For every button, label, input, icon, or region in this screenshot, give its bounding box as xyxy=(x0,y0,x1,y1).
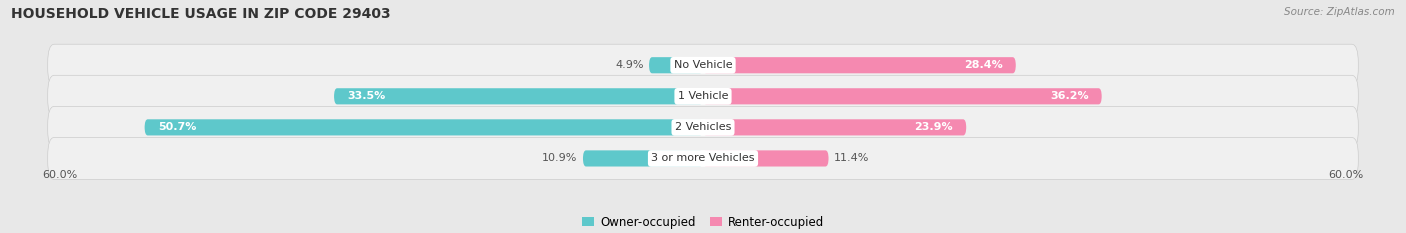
Text: Source: ZipAtlas.com: Source: ZipAtlas.com xyxy=(1284,7,1395,17)
Text: 1 Vehicle: 1 Vehicle xyxy=(678,91,728,101)
Text: 36.2%: 36.2% xyxy=(1050,91,1088,101)
Text: No Vehicle: No Vehicle xyxy=(673,60,733,70)
FancyBboxPatch shape xyxy=(48,75,1358,117)
FancyBboxPatch shape xyxy=(703,88,1102,104)
Text: HOUSEHOLD VEHICLE USAGE IN ZIP CODE 29403: HOUSEHOLD VEHICLE USAGE IN ZIP CODE 2940… xyxy=(11,7,391,21)
Text: 3 or more Vehicles: 3 or more Vehicles xyxy=(651,154,755,163)
Text: 60.0%: 60.0% xyxy=(42,170,77,180)
FancyBboxPatch shape xyxy=(48,44,1358,86)
Text: 28.4%: 28.4% xyxy=(965,60,1002,70)
Text: 33.5%: 33.5% xyxy=(347,91,385,101)
FancyBboxPatch shape xyxy=(703,57,1015,73)
Text: 2 Vehicles: 2 Vehicles xyxy=(675,122,731,132)
FancyBboxPatch shape xyxy=(48,106,1358,148)
Text: 11.4%: 11.4% xyxy=(834,154,869,163)
Text: 10.9%: 10.9% xyxy=(543,154,578,163)
FancyBboxPatch shape xyxy=(650,57,703,73)
FancyBboxPatch shape xyxy=(703,119,966,135)
FancyBboxPatch shape xyxy=(145,119,703,135)
FancyBboxPatch shape xyxy=(335,88,703,104)
Text: 23.9%: 23.9% xyxy=(914,122,953,132)
FancyBboxPatch shape xyxy=(48,137,1358,179)
Text: 50.7%: 50.7% xyxy=(157,122,197,132)
Legend: Owner-occupied, Renter-occupied: Owner-occupied, Renter-occupied xyxy=(582,216,824,229)
Text: 60.0%: 60.0% xyxy=(1329,170,1364,180)
FancyBboxPatch shape xyxy=(583,150,703,167)
FancyBboxPatch shape xyxy=(703,150,828,167)
Text: 4.9%: 4.9% xyxy=(614,60,644,70)
